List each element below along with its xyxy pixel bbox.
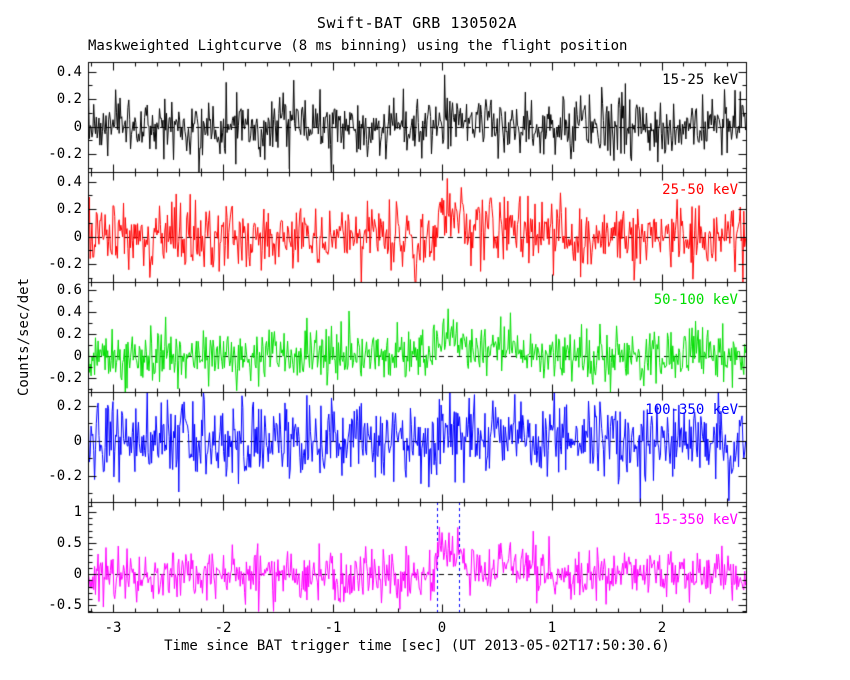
y-tick-label: 0.6 <box>56 282 82 298</box>
energy-band-label-50-100-kev: 50-100 keV <box>653 292 738 308</box>
y-tick-label: 0 <box>73 229 82 245</box>
energy-band-label-25-50-kev: 25-50 keV <box>662 182 738 198</box>
y-tick-label: 0.4 <box>56 304 82 320</box>
y-tick-label: -0.2 <box>48 370 82 386</box>
y-tick-label: -0.2 <box>48 468 82 484</box>
y-tick-label: 0.2 <box>56 91 82 107</box>
x-tick-label: -3 <box>104 620 122 636</box>
energy-band-label-100-350-kev: 100-350 keV <box>645 402 738 418</box>
y-tick-label: -0.2 <box>48 146 82 162</box>
y-tick-label: 0 <box>73 348 82 364</box>
x-tick-label: 0 <box>437 620 447 636</box>
x-tick-label: -2 <box>214 620 232 636</box>
y-tick-label: 0.4 <box>56 174 82 190</box>
x-axis-label: Time since BAT trigger time [sec] (UT 20… <box>164 638 670 654</box>
y-tick-label: 0 <box>73 119 82 135</box>
y-tick-label: 0.4 <box>56 64 82 80</box>
y-tick-label: 0.2 <box>56 326 82 342</box>
y-tick-label: -0.5 <box>48 597 82 613</box>
y-tick-label: 0.2 <box>56 201 82 217</box>
y-tick-label: 0 <box>73 566 82 582</box>
y-tick-label: 0.2 <box>56 398 82 414</box>
y-tick-label: 0.5 <box>56 535 82 551</box>
y-tick-label: -0.2 <box>48 256 82 272</box>
chart-subtitle: Maskweighted Lightcurve (8 ms binning) u… <box>88 38 628 54</box>
energy-band-label-15-25-kev: 15-25 keV <box>662 72 738 88</box>
energy-band-label-15-350-kev: 15-350 keV <box>653 512 738 528</box>
y-tick-label: 0 <box>73 433 82 449</box>
x-tick-label: 2 <box>657 620 667 636</box>
y-tick-label: 1 <box>73 504 82 520</box>
x-tick-label: 1 <box>547 620 557 636</box>
x-tick-label: -1 <box>324 620 342 636</box>
chart-title: Swift-BAT GRB 130502A <box>316 14 518 32</box>
